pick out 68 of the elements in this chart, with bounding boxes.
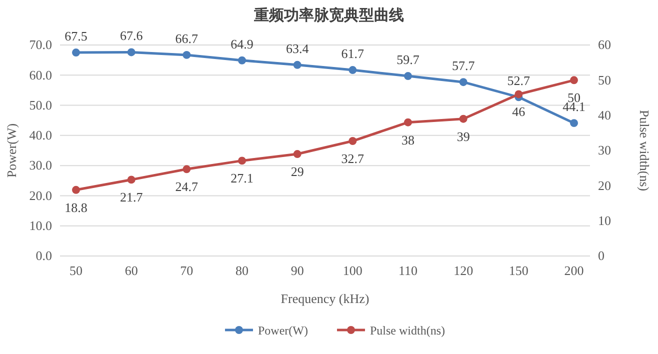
point: [72, 186, 80, 194]
point: [238, 56, 246, 64]
data-label: 67.6: [120, 28, 144, 44]
x-tick-label: 100: [342, 263, 362, 278]
point: [570, 76, 578, 84]
data-label: 27.1: [230, 170, 254, 186]
point: [182, 50, 191, 59]
data-label: 18.8: [64, 200, 88, 215]
x-tick-label: 60: [124, 263, 138, 278]
data-label: 29: [290, 164, 304, 180]
y2-tick-label: 20: [598, 178, 611, 193]
y-tick-label: 60.0: [29, 67, 52, 82]
y-axis-title: Power(W): [4, 123, 19, 178]
y-tick-label: 30.0: [29, 158, 52, 173]
point: [238, 156, 246, 165]
legend-label: Pulse width(ns): [370, 324, 446, 338]
data-label: 66.7: [175, 30, 199, 46]
y-tick-label: 0.0: [36, 248, 52, 264]
y2-tick-label: 40: [598, 107, 611, 122]
point: [459, 114, 468, 123]
y-tick-label: 20.0: [29, 188, 52, 203]
x-tick-label: 150: [508, 263, 528, 278]
point: [127, 48, 136, 56]
point: [459, 78, 468, 86]
x-tick-label: 80: [236, 263, 248, 278]
point: [182, 165, 191, 174]
point: [72, 48, 80, 57]
y2-tick-label: 30: [598, 142, 611, 158]
y2-tick-label: 50: [598, 72, 611, 88]
x-axis-title: Frequency (kHz): [280, 291, 370, 306]
y2-tick-label: 60: [598, 37, 611, 52]
data-label: 32.7: [341, 151, 365, 166]
data-label: 57.7: [452, 58, 476, 74]
y2-tick-label: 0: [598, 248, 604, 264]
data-label: 24.7: [175, 179, 199, 194]
chart-title: 重频功率脉宽典型曲线: [253, 6, 404, 24]
point: [293, 150, 302, 158]
data-label: 61.7: [341, 46, 365, 62]
point: [293, 60, 302, 69]
y2-axis-title: Pulse width(ns): [637, 110, 652, 192]
point: [348, 137, 357, 145]
data-label: 64.9: [230, 36, 254, 52]
data-label: 52.7: [507, 73, 531, 88]
point: [404, 118, 412, 126]
point: [404, 72, 412, 80]
data-label: 59.7: [396, 52, 420, 68]
data-label: 38: [402, 132, 414, 148]
data-label: 39: [456, 128, 470, 144]
data-label: 46: [512, 104, 526, 120]
x-tick-label: 110: [398, 263, 418, 278]
y-tick-label: 10.0: [29, 218, 52, 234]
x-tick-label: 120: [454, 263, 474, 278]
point: [570, 119, 578, 128]
x-tick-label: 70: [180, 263, 194, 278]
point: [348, 66, 357, 74]
y2-tick-label: 10: [598, 212, 611, 228]
legend-label: Power(W): [258, 324, 308, 338]
data-label: 21.7: [120, 190, 144, 205]
y-tick-label: 50.0: [29, 97, 52, 112]
x-tick-label: 90: [290, 263, 304, 278]
point: [127, 176, 136, 184]
x-tick-label: 200: [564, 263, 584, 278]
y-tick-label: 70.0: [29, 37, 52, 52]
x-tick-label: 50: [70, 263, 82, 278]
data-label: 67.5: [64, 28, 88, 44]
data-label: 63.4: [286, 40, 310, 56]
point: [514, 90, 523, 98]
y-tick-label: 40.0: [29, 128, 52, 143]
